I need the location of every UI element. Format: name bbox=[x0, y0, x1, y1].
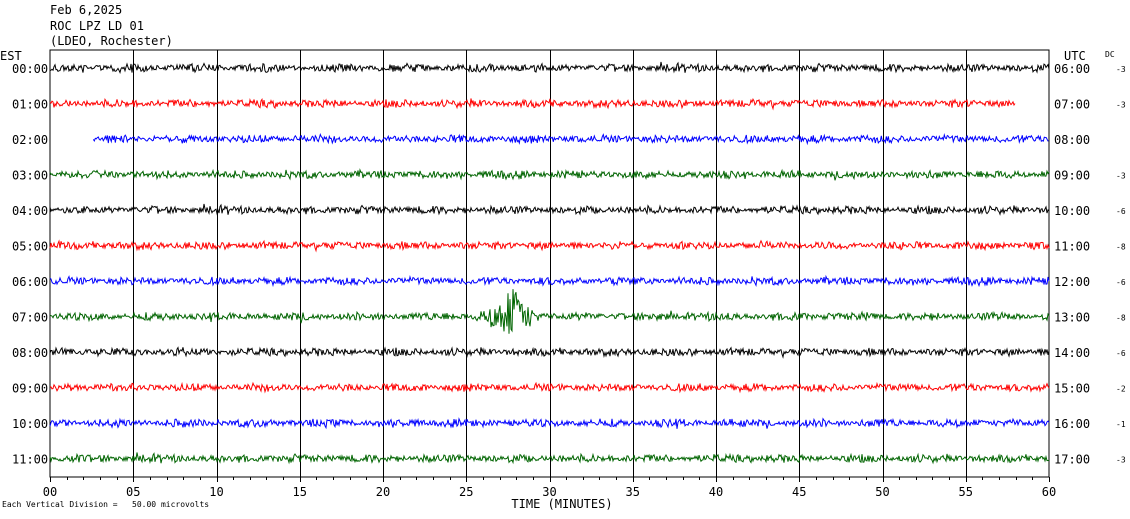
seismic-trace bbox=[49, 168, 1050, 181]
est-hour-label: 09:00 bbox=[12, 382, 48, 396]
vertical-division-note: Each Vertical Division = 50.00 microvolt… bbox=[2, 500, 210, 509]
dc-offset-label: -1 bbox=[1116, 420, 1126, 429]
utc-hour-label: 07:00 bbox=[1054, 98, 1090, 112]
x-tick-label: 60 bbox=[1042, 485, 1056, 499]
utc-axis-title: UTC bbox=[1064, 49, 1086, 63]
x-axis-title: TIME (MINUTES) bbox=[511, 497, 612, 511]
dc-offset-label: -2 bbox=[1116, 385, 1126, 394]
dc-offset-label: -8 bbox=[1116, 243, 1126, 252]
est-hour-label: 01:00 bbox=[12, 98, 48, 112]
station-name: ROC LPZ LD 01 bbox=[50, 19, 144, 33]
dc-offset-label: -3 bbox=[1116, 456, 1126, 465]
seismic-trace bbox=[92, 132, 1049, 146]
utc-hour-label: 11:00 bbox=[1054, 240, 1090, 254]
x-tick-label: 20 bbox=[376, 485, 390, 499]
seismic-trace bbox=[49, 239, 1050, 253]
utc-hour-label: 14:00 bbox=[1054, 346, 1090, 360]
dc-offset-label: -6 bbox=[1116, 278, 1126, 287]
est-hour-label: 06:00 bbox=[12, 275, 48, 289]
est-hour-label: 02:00 bbox=[12, 133, 48, 147]
seismic-trace bbox=[49, 381, 1050, 394]
x-tick-label: 15 bbox=[293, 485, 307, 499]
x-tick-label: 40 bbox=[709, 485, 723, 499]
dc-offset-label: -3 bbox=[1116, 101, 1126, 110]
utc-hour-label: 17:00 bbox=[1054, 453, 1090, 467]
utc-hour-label: 09:00 bbox=[1054, 169, 1090, 183]
est-hour-label: 07:00 bbox=[12, 311, 48, 325]
x-tick-label: 30 bbox=[542, 485, 556, 499]
utc-hour-label: 13:00 bbox=[1054, 311, 1090, 325]
dc-offset-label: -8 bbox=[1116, 314, 1126, 323]
dc-offset-label: -3 bbox=[1116, 65, 1126, 74]
est-axis-title: EST bbox=[0, 49, 22, 63]
utc-hour-label: 08:00 bbox=[1054, 133, 1090, 147]
seismic-trace bbox=[49, 289, 1050, 334]
seismic-trace bbox=[49, 452, 1050, 465]
plot-frame bbox=[49, 49, 1050, 478]
x-tick-label: 25 bbox=[459, 485, 473, 499]
est-hour-label: 10:00 bbox=[12, 417, 48, 431]
utc-hour-label: 06:00 bbox=[1054, 62, 1090, 76]
est-hour-label: 00:00 bbox=[12, 62, 48, 76]
seismic-trace bbox=[49, 274, 1050, 288]
x-tick-label: 35 bbox=[626, 485, 640, 499]
dc-offset-label: -6 bbox=[1116, 349, 1126, 358]
x-tick-label: 10 bbox=[209, 485, 223, 499]
x-tick-label: 45 bbox=[792, 485, 806, 499]
est-hour-label: 11:00 bbox=[12, 453, 48, 467]
utc-hour-label: 16:00 bbox=[1054, 417, 1090, 431]
seismic-trace bbox=[49, 97, 1016, 111]
utc-hour-label: 12:00 bbox=[1054, 275, 1090, 289]
est-hour-label: 04:00 bbox=[12, 204, 48, 218]
x-tick-label: 50 bbox=[875, 485, 889, 499]
record-date: Feb 6,2025 bbox=[50, 3, 123, 17]
dc-offset-label: -3 bbox=[1116, 172, 1126, 181]
seismic-trace bbox=[49, 61, 1050, 74]
network-name: (LDEO, Rochester) bbox=[50, 34, 173, 48]
est-hour-label: 05:00 bbox=[12, 240, 48, 254]
est-hour-label: 03:00 bbox=[12, 169, 48, 183]
x-tick-label: 55 bbox=[959, 485, 973, 499]
seismic-trace bbox=[49, 346, 1050, 359]
seismic-trace bbox=[49, 203, 1050, 216]
utc-hour-label: 15:00 bbox=[1054, 382, 1090, 396]
dc-title: DC bbox=[1105, 50, 1115, 59]
x-tick-label: 05 bbox=[126, 485, 140, 499]
x-tick-label: 00 bbox=[43, 485, 57, 499]
seismic-trace bbox=[49, 417, 1050, 430]
dc-offset-label: -6 bbox=[1116, 207, 1126, 216]
est-hour-label: 08:00 bbox=[12, 346, 48, 360]
utc-hour-label: 10:00 bbox=[1054, 204, 1090, 218]
